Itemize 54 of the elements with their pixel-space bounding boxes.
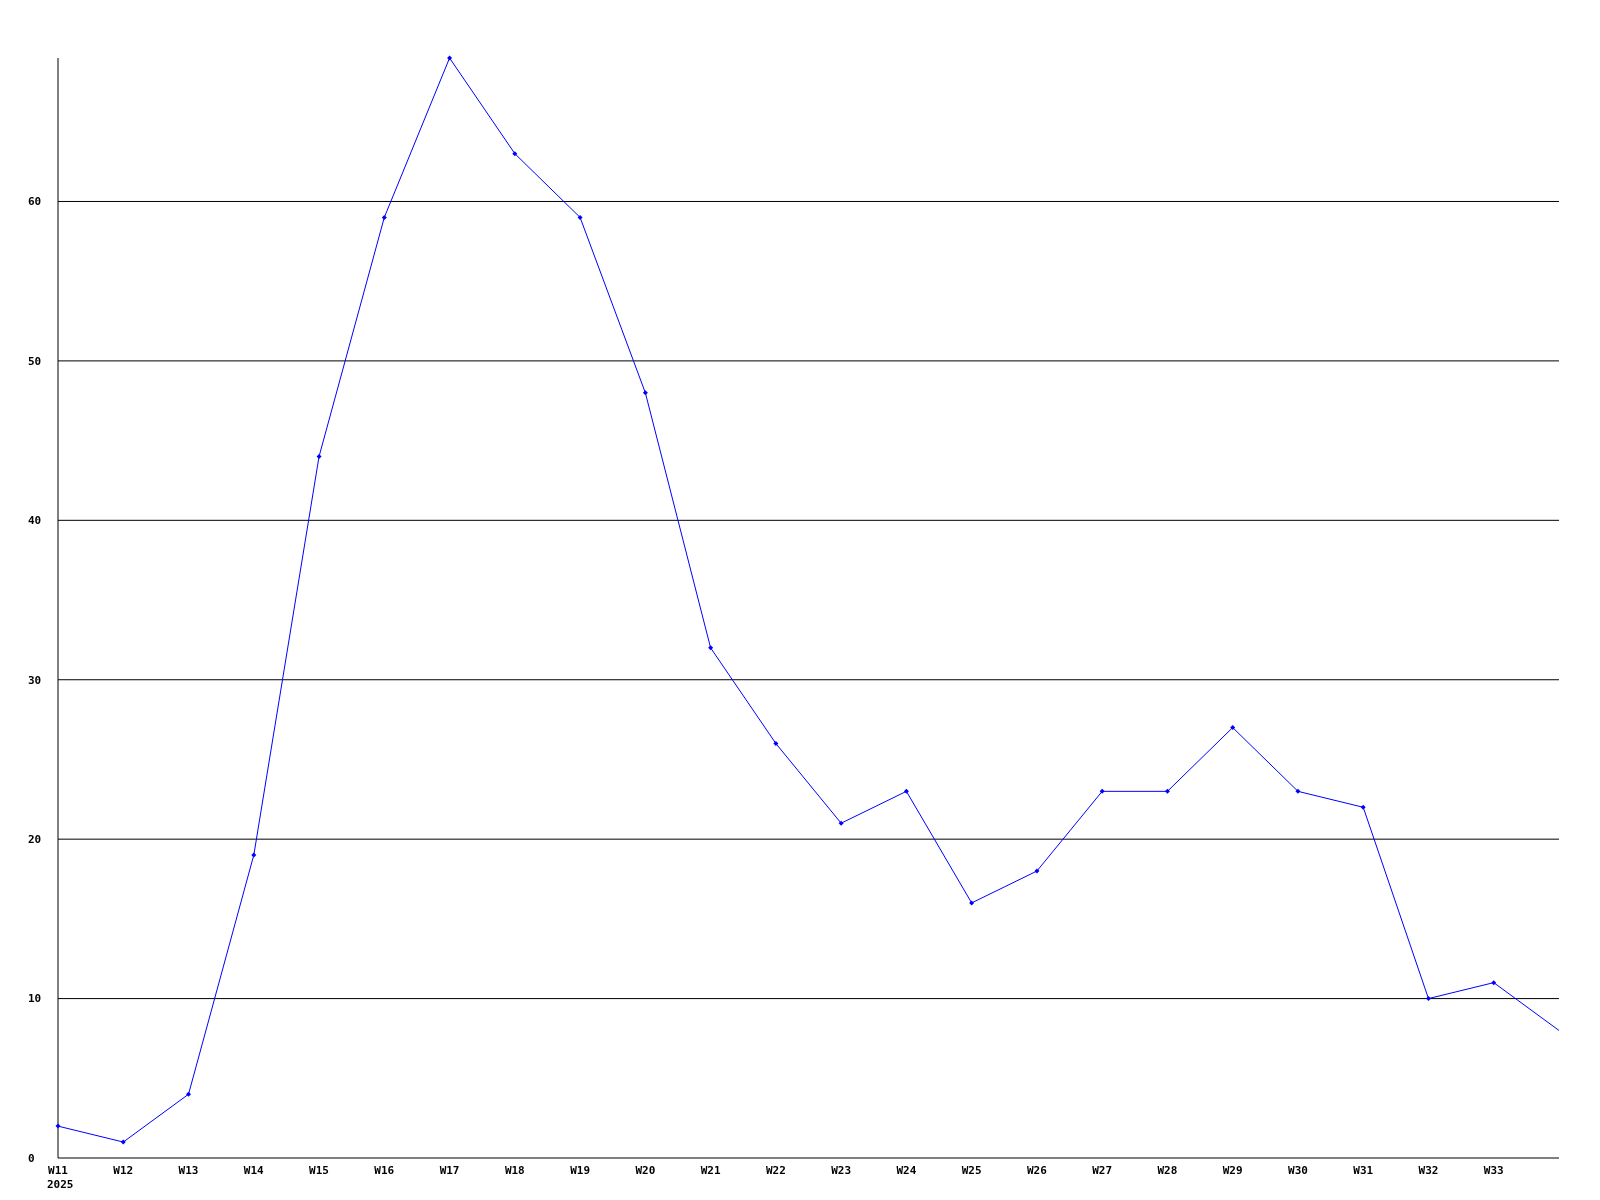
y-tick-label: 0 bbox=[28, 1151, 35, 1165]
point bbox=[447, 55, 453, 61]
x-tick-label: W23 bbox=[831, 1164, 852, 1177]
x-tick-label: W31 bbox=[1353, 1164, 1374, 1177]
y-tick-label: 50 bbox=[28, 354, 42, 368]
point bbox=[577, 214, 583, 220]
point bbox=[1034, 868, 1040, 874]
point bbox=[186, 1091, 192, 1097]
x-tick-label: W11 bbox=[48, 1164, 69, 1177]
y-tick-label: 30 bbox=[28, 673, 42, 687]
point bbox=[1230, 725, 1236, 731]
point bbox=[1164, 788, 1170, 794]
point bbox=[903, 788, 909, 794]
point bbox=[55, 1123, 61, 1129]
point bbox=[708, 645, 714, 651]
y-tick-label: 20 bbox=[28, 833, 42, 847]
x-tick-label: W25 bbox=[961, 1164, 982, 1177]
x-tick-label: W27 bbox=[1092, 1164, 1113, 1177]
y-tick-label: 60 bbox=[28, 195, 42, 209]
x-tick-label: W15 bbox=[309, 1164, 329, 1177]
point bbox=[838, 820, 844, 826]
x-tick-label: W12 bbox=[113, 1164, 134, 1177]
x-tick-label: W16 bbox=[374, 1164, 395, 1177]
x-tick-label: W28 bbox=[1157, 1164, 1178, 1177]
x-tick-label: W22 bbox=[765, 1164, 786, 1177]
x-tick-label: W20 bbox=[635, 1164, 656, 1177]
point bbox=[120, 1139, 126, 1145]
point bbox=[642, 390, 648, 396]
y-tick-label: 10 bbox=[28, 992, 42, 1006]
x-tick-label: W19 bbox=[570, 1164, 591, 1177]
x-tick-label: W32 bbox=[1418, 1164, 1439, 1177]
x-tick-label: W30 bbox=[1288, 1164, 1308, 1177]
point bbox=[1425, 996, 1431, 1002]
point bbox=[969, 900, 975, 906]
x-tick-label: W33 bbox=[1483, 1164, 1504, 1177]
x-tick-label: W13 bbox=[178, 1164, 199, 1177]
point bbox=[251, 852, 257, 858]
x-tick-label: W17 bbox=[439, 1164, 460, 1177]
point bbox=[1360, 804, 1366, 810]
point bbox=[773, 741, 779, 747]
point bbox=[316, 454, 322, 460]
text: 2025 bbox=[47, 1178, 74, 1191]
x-tick-label: W14 bbox=[243, 1164, 265, 1177]
point bbox=[1491, 980, 1497, 986]
point bbox=[1295, 788, 1301, 794]
point bbox=[1099, 788, 1105, 794]
x-tick-label: W29 bbox=[1222, 1164, 1243, 1177]
x-tick-label: W24 bbox=[896, 1164, 917, 1177]
x-tick-label: W18 bbox=[504, 1164, 525, 1177]
y-tick-label: 40 bbox=[28, 514, 42, 528]
point bbox=[512, 151, 518, 157]
x-tick-label: W26 bbox=[1026, 1164, 1048, 1177]
point bbox=[381, 214, 387, 220]
x-tick-label: W21 bbox=[700, 1164, 721, 1177]
